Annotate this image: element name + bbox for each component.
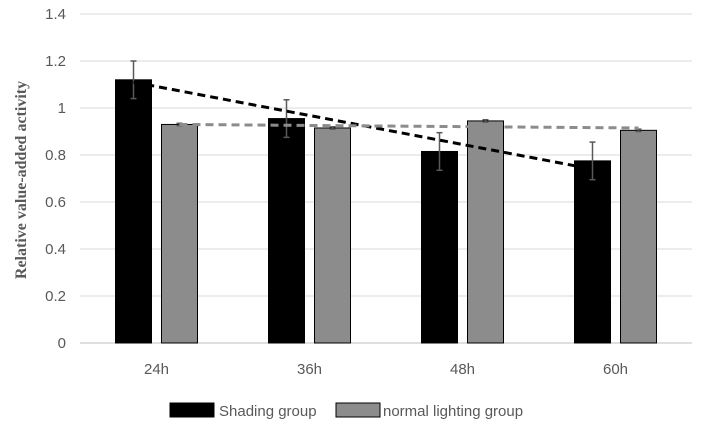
y-tick-label: 0	[58, 335, 66, 352]
error-bar	[589, 141, 596, 181]
legend-item: Shading group	[169, 402, 317, 420]
bar-shading	[421, 150, 458, 344]
bar-shading	[268, 118, 305, 344]
bar-normal-lighting	[620, 129, 657, 344]
x-axis-ticks: 24h 36h 48h 60h	[144, 361, 628, 378]
x-tick-label: 48h	[450, 361, 475, 378]
error-bars	[130, 60, 642, 181]
bar-shading	[115, 79, 152, 344]
x-tick-label: 36h	[297, 361, 322, 378]
legend-label: Shading group	[219, 403, 317, 420]
error-bar	[130, 60, 137, 100]
x-tick-label: 60h	[603, 361, 628, 378]
error-bar	[283, 99, 290, 139]
bar-shading	[574, 160, 611, 344]
bar-normal-lighting	[161, 123, 198, 344]
bar-normal-lighting	[314, 127, 351, 344]
legend-label: normal lighting group	[383, 403, 523, 420]
legend-swatch	[335, 402, 381, 418]
y-tick-label: 0.8	[45, 147, 66, 164]
y-tick-label: 1.4	[45, 6, 66, 23]
error-bar	[482, 119, 489, 123]
y-axis-label: Relative value-added activity	[13, 81, 30, 279]
error-bar	[436, 131, 443, 172]
error-bar	[329, 126, 336, 130]
y-tick-label: 0.2	[45, 288, 66, 305]
bar-normal-lighting	[467, 120, 504, 344]
x-tick-label: 24h	[144, 361, 169, 378]
legend-item: normal lighting group	[335, 402, 523, 420]
legend: Shading group normal lighting group	[169, 402, 523, 420]
y-tick-label: 1.2	[45, 53, 66, 70]
legend-swatch	[169, 402, 215, 418]
y-tick-label: 0.4	[45, 241, 66, 258]
y-axis-ticks: 0 0.2 0.4 0.6 0.8 1 1.2 1.4	[45, 6, 66, 352]
y-tick-label: 0.6	[45, 194, 66, 211]
y-tick-label: 1	[58, 100, 66, 117]
trendlines	[133, 80, 639, 171]
trendline-normal-lighting	[179, 122, 639, 130]
bars	[115, 79, 657, 344]
